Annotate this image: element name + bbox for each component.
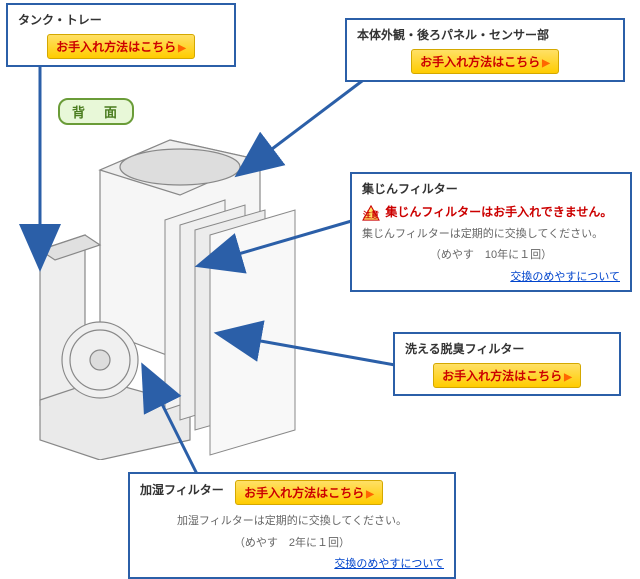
- callout-body-title: 本体外観・後ろパネル・センサー部: [357, 26, 613, 43]
- view-label: 背 面: [58, 98, 134, 125]
- callout-dust-title: 集じんフィルター: [362, 180, 620, 197]
- dust-link[interactable]: 交換のめやすについて: [362, 268, 620, 284]
- care-button-body[interactable]: お手入れ方法はこちら: [411, 49, 559, 74]
- callout-humid-title: 加湿フィルター: [140, 481, 224, 498]
- care-button-deodor[interactable]: お手入れ方法はこちら: [433, 363, 581, 388]
- dust-note1: 集じんフィルターは定期的に交換してください。: [362, 226, 620, 243]
- humid-note2: （めやす 2年に１回）: [140, 535, 444, 552]
- humid-link[interactable]: 交換のめやすについて: [140, 555, 444, 571]
- care-button-tank[interactable]: お手入れ方法はこちら: [47, 34, 195, 59]
- callout-deodor-title: 洗える脱臭フィルター: [405, 340, 609, 357]
- callout-humid: 加湿フィルター お手入れ方法はこちら 加湿フィルターは定期的に交換してください。…: [128, 472, 456, 579]
- callout-tank: タンク・トレー お手入れ方法はこちら: [6, 3, 236, 67]
- svg-text:注意: 注意: [363, 209, 379, 219]
- dust-warning-text: 集じんフィルターはお手入れできません。: [385, 205, 612, 219]
- dust-note2: （めやす 10年に１回）: [362, 247, 620, 264]
- callout-deodor: 洗える脱臭フィルター お手入れ方法はこちら: [393, 332, 621, 396]
- warning-icon: 注意: [362, 205, 380, 221]
- care-button-humid[interactable]: お手入れ方法はこちら: [235, 480, 383, 505]
- callout-tank-title: タンク・トレー: [18, 11, 224, 28]
- humid-note1: 加湿フィルターは定期的に交換してください。: [140, 513, 444, 530]
- device-illustration: [30, 130, 350, 460]
- callout-dust: 集じんフィルター 注意 集じんフィルターはお手入れできません。 集じんフィルター…: [350, 172, 632, 292]
- callout-body: 本体外観・後ろパネル・センサー部 お手入れ方法はこちら: [345, 18, 625, 82]
